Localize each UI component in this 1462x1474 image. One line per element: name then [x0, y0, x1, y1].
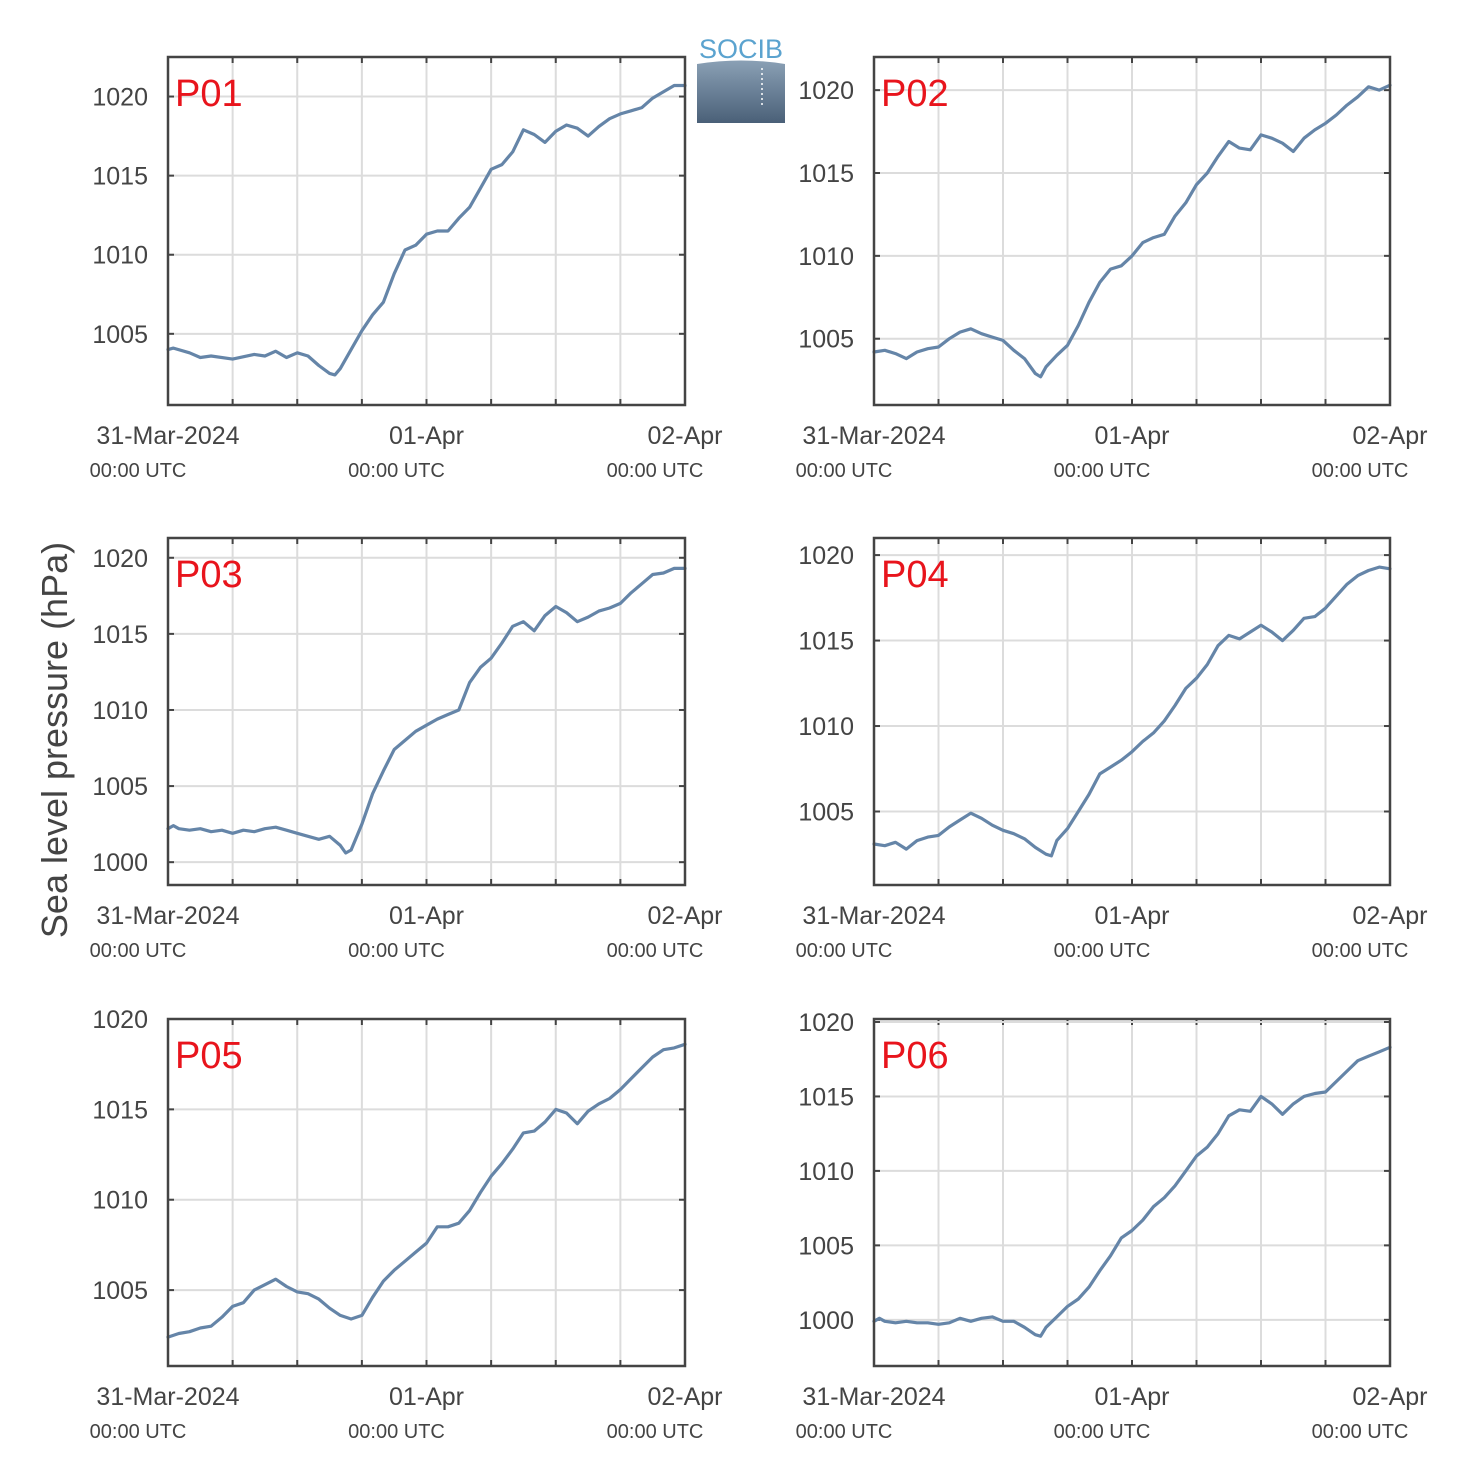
- panel-label: P03: [175, 554, 243, 596]
- x-tick-date-label: 01-Apr: [1094, 1383, 1169, 1411]
- y-tick-label: 1000: [92, 849, 148, 877]
- panel-label: P02: [881, 73, 949, 115]
- series-line: [872, 565, 1392, 858]
- x-tick-time-label: 00:00 UTC: [607, 1421, 704, 1443]
- x-tick-time-label: 00:00 UTC: [796, 1421, 893, 1443]
- x-tick-time-label: 00:00 UTC: [1312, 940, 1409, 962]
- x-tick-date-label: 02-Apr: [647, 1383, 722, 1411]
- x-tick-time-label: 00:00 UTC: [348, 460, 445, 482]
- y-tick-label: 1020: [92, 545, 148, 573]
- x-tick-time-label: 00:00 UTC: [1054, 460, 1151, 482]
- x-tick-time-label: 00:00 UTC: [348, 1421, 445, 1443]
- y-tick-label: 1010: [798, 243, 854, 271]
- x-tick-time-label: 00:00 UTC: [348, 940, 445, 962]
- axes-frame: [872, 536, 1392, 887]
- x-tick-time-label: 00:00 UTC: [607, 940, 704, 962]
- axes-frame: [166, 55, 687, 407]
- panel-label: P05: [175, 1035, 243, 1077]
- x-tick-date-label: 31-Mar-2024: [802, 902, 945, 930]
- y-tick-label: 1020: [92, 84, 148, 112]
- x-tick-time-label: 00:00 UTC: [1054, 1421, 1151, 1443]
- socib-logo: SOCIB: [697, 34, 785, 123]
- x-tick-date-label: 02-Apr: [647, 422, 722, 450]
- y-tick-label: 1005: [798, 1232, 854, 1260]
- panel-p05: 1005 1010 1015 1020 P05 31-Mar-2024 00:00 UTC 0…: [90, 1006, 723, 1443]
- panel-p02: 1005 1010 1015 1020 P02 31-Mar-2024 00:00 UTC 0…: [796, 55, 1428, 482]
- x-tick-date-label: 31-Mar-2024: [802, 1383, 945, 1411]
- panel-label: P01: [175, 73, 243, 115]
- y-tick-label: 1020: [798, 1009, 854, 1037]
- axes-frame: [872, 55, 1392, 407]
- y-tick-label: 1005: [92, 773, 148, 801]
- x-tick-time-label: 00:00 UTC: [796, 940, 893, 962]
- axes-frame: [166, 536, 687, 887]
- x-tick-date-label: 01-Apr: [389, 1383, 464, 1411]
- x-tick-date-label: 02-Apr: [647, 902, 722, 930]
- y-tick-label: 1010: [92, 242, 148, 270]
- panel-p04: 1005 1010 1015 1020 P04 31-Mar-2024 00:00 UTC 0…: [796, 536, 1428, 962]
- x-tick-time-label: 00:00 UTC: [1054, 940, 1151, 962]
- y-tick-label: 1015: [92, 163, 148, 191]
- x-tick-date-label: 31-Mar-2024: [802, 422, 945, 450]
- y-tick-label: 1010: [798, 713, 854, 741]
- x-tick-date-label: 31-Mar-2024: [96, 1383, 239, 1411]
- x-tick-time-label: 00:00 UTC: [90, 1421, 187, 1443]
- y-tick-label: 1015: [798, 628, 854, 656]
- y-tick-label: 1010: [92, 1187, 148, 1215]
- series-line: [872, 1045, 1392, 1338]
- logo-wave: [697, 60, 785, 123]
- y-tick-label: 1020: [92, 1006, 148, 1034]
- logo-text: SOCIB: [699, 34, 783, 64]
- y-tick-label: 1015: [798, 1083, 854, 1111]
- axes-frame: [166, 1017, 687, 1368]
- x-tick-time-label: 00:00 UTC: [607, 460, 704, 482]
- x-tick-date-label: 31-Mar-2024: [96, 902, 239, 930]
- panel-label: P06: [881, 1035, 949, 1077]
- x-tick-time-label: 00:00 UTC: [1312, 1421, 1409, 1443]
- y-tick-label: 1010: [798, 1158, 854, 1186]
- series-line: [166, 566, 687, 855]
- x-tick-date-label: 02-Apr: [1352, 422, 1427, 450]
- x-tick-time-label: 00:00 UTC: [1312, 460, 1409, 482]
- y-tick-label: 1020: [798, 77, 854, 105]
- series-line: [166, 1042, 687, 1339]
- x-tick-time-label: 00:00 UTC: [90, 940, 187, 962]
- axes-frame: [872, 1017, 1392, 1368]
- y-tick-label: 1015: [92, 1096, 148, 1124]
- x-tick-date-label: 01-Apr: [389, 902, 464, 930]
- y-tick-label: 1015: [92, 621, 148, 649]
- y-tick-label: 1010: [92, 697, 148, 725]
- x-tick-date-label: 02-Apr: [1352, 902, 1427, 930]
- panel-p06: 1000 1005 1010 1015 1020 P06 31-Mar-2024 00:00 …: [796, 1009, 1428, 1443]
- x-tick-date-label: 01-Apr: [389, 422, 464, 450]
- y-tick-label: 1005: [92, 321, 148, 349]
- panel-p01: 1005 1010 1015 1020 P01 31-Mar-2024 00:00 UTC 0…: [90, 55, 723, 482]
- y-tick-label: 1020: [798, 542, 854, 570]
- series-line: [166, 83, 687, 377]
- panel-label: P04: [881, 554, 949, 596]
- y-tick-label: 1005: [798, 798, 854, 826]
- y-tick-label: 1005: [92, 1277, 148, 1305]
- y-tick-label: 1015: [798, 160, 854, 188]
- y-tick-label: 1000: [798, 1307, 854, 1335]
- panel-p03: 1000 1005 1010 1015 1020 P03 31-Mar-2024 00:00 …: [90, 536, 723, 962]
- x-tick-time-label: 00:00 UTC: [90, 460, 187, 482]
- x-tick-time-label: 00:00 UTC: [796, 460, 893, 482]
- x-tick-date-label: 01-Apr: [1094, 422, 1169, 450]
- series-line: [872, 83, 1392, 379]
- y-axis-label: Sea level pressure (hPa): [34, 542, 75, 938]
- x-tick-date-label: 02-Apr: [1352, 1383, 1427, 1411]
- y-tick-label: 1005: [798, 326, 854, 354]
- x-tick-date-label: 31-Mar-2024: [96, 422, 239, 450]
- x-tick-date-label: 01-Apr: [1094, 902, 1169, 930]
